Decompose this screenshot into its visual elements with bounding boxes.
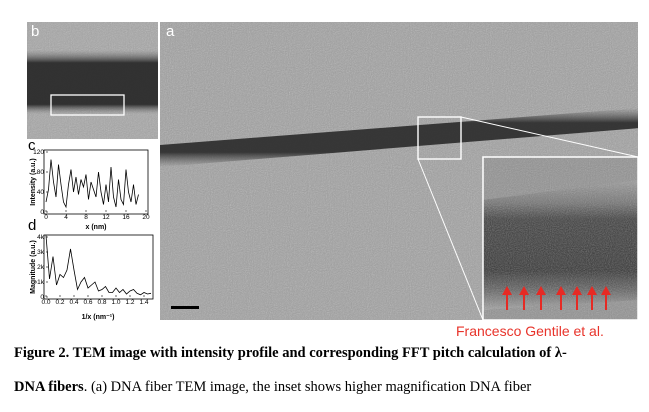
- red-arrow-icon: [536, 286, 546, 310]
- tem-image-b: [27, 22, 158, 139]
- x-tick-label: 0.4: [69, 299, 78, 306]
- xlabel-c: x (nm): [86, 224, 107, 231]
- x-tick-label: 0.0: [41, 299, 50, 306]
- x-tick-label: 4: [64, 214, 68, 221]
- y-tick-label: 1k: [37, 279, 45, 286]
- y-tick-label: 80: [37, 169, 45, 176]
- zoom-region-box-b: [50, 94, 125, 116]
- x-tick-label: 1.2: [125, 299, 134, 306]
- xlabel-d: 1/x (nm⁻¹): [82, 314, 115, 321]
- y-tick-label: 120: [33, 149, 44, 156]
- y-tick-label: 40: [37, 189, 45, 196]
- x-tick-label: 1.4: [139, 299, 148, 306]
- scale-bar: [171, 306, 199, 309]
- panel-label-b: b: [31, 23, 40, 40]
- x-tick-label: 0: [44, 214, 48, 221]
- red-arrow-icon: [587, 286, 597, 310]
- pitch-arrows: [502, 286, 611, 310]
- y-tick-label: 0: [40, 209, 44, 216]
- ylabel-d: Magnitude (a.u.): [30, 240, 37, 294]
- x-tick-label: 1.0: [111, 299, 120, 306]
- image-credit: Francesco Gentile et al.: [456, 323, 604, 339]
- fft-magnitude-line: [45, 235, 152, 296]
- red-arrow-icon: [502, 286, 512, 310]
- panel-label-a: a: [166, 23, 175, 40]
- x-tick-label: 12: [102, 214, 110, 221]
- caption-line-1: Figure 2. TEM image with intensity profi…: [14, 345, 567, 362]
- x-tick-label: 20: [142, 214, 150, 221]
- zoom-region-box: [417, 116, 462, 160]
- y-tick-label: 3k: [37, 249, 45, 256]
- red-arrow-icon: [556, 286, 566, 310]
- y-tick-label: 4k: [37, 234, 45, 241]
- red-arrow-icon: [601, 286, 611, 310]
- x-tick-label: 0.6: [83, 299, 92, 306]
- y-tick-label: 2k: [37, 264, 45, 271]
- panel-label-c: c: [28, 137, 36, 154]
- caption-subject: DNA fibers: [14, 379, 84, 395]
- caption-title: Figure 2. TEM image with intensity profi…: [14, 345, 567, 361]
- plot-d: 0.0 0.2 0.4 0.6 0.8 1.0 1.2 1.4 0 1k 2k 3k 4k 1/x (n…: [30, 234, 154, 321]
- red-arrow-icon: [572, 286, 582, 310]
- y-tick-label: 0: [40, 294, 44, 301]
- x-tick-label: 0.2: [55, 299, 64, 306]
- caption-line-2: DNA fibers. (a) DNA fiber TEM image, the…: [14, 379, 531, 396]
- caption-text: . (a) DNA fiber TEM image, the inset sho…: [83, 379, 532, 395]
- x-tick-label: 0.8: [97, 299, 106, 306]
- intensity-profile-line: [45, 159, 139, 209]
- x-tick-label: 8: [84, 214, 88, 221]
- ylabel-c: Intensity (a.u.): [30, 158, 37, 205]
- plot-c: 0 4 8 12 16 20 0 40 80 120 x (nm) Intensity (a.u.…: [30, 149, 150, 231]
- red-arrow-icon: [519, 286, 529, 310]
- dna-fiber: [160, 108, 638, 167]
- x-tick-label: 16: [122, 214, 130, 221]
- panel-label-d: d: [28, 217, 37, 234]
